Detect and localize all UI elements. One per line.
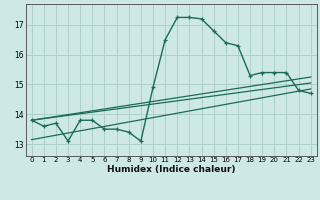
X-axis label: Humidex (Indice chaleur): Humidex (Indice chaleur) [107, 165, 236, 174]
